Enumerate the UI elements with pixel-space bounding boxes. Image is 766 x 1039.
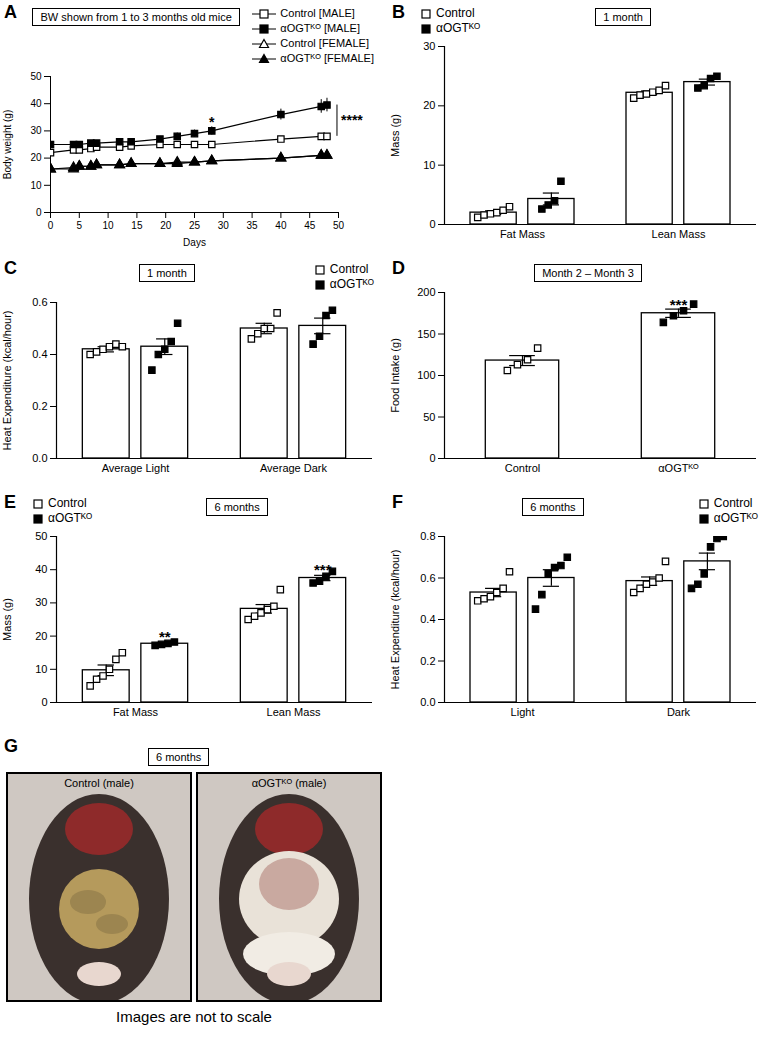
svg-text:0.0: 0.0 [420,696,435,708]
svg-text:0: 0 [429,218,435,230]
svg-text:Lean Mass: Lean Mass [652,228,706,240]
svg-text:35: 35 [247,220,259,231]
svg-text:***: *** [670,296,688,313]
svg-text:20: 20 [30,152,42,163]
html-text:6 months: 6 months [530,501,576,513]
svg-text:25: 25 [189,220,201,231]
svg-text:15: 15 [131,220,143,231]
html-text:αOGTᴷᴼ (male): αOGTᴷᴼ (male) [251,777,327,789]
svg-text:0: 0 [36,207,42,218]
svg-text:Control: Control [505,462,540,474]
svg-text:40: 40 [30,98,42,109]
svg-text:10: 10 [103,220,115,231]
svg-text:0: 0 [429,452,435,464]
svg-text:30: 30 [423,40,435,52]
svg-text:40: 40 [275,220,287,231]
svg-text:50: 50 [30,71,42,82]
svg-text:Heat Expenditure (kcal/hour): Heat Expenditure (kcal/hour) [1,310,13,450]
svg-text:Average Light: Average Light [102,462,170,474]
html-text:Control: Control [713,496,753,510]
svg-text:30: 30 [35,596,47,608]
html-text:G: G [4,736,18,756]
svg-text:Fat Mass: Fat Mass [500,228,546,240]
html-text:6 months: 6 months [214,501,260,513]
svg-text:*: * [209,114,215,130]
svg-text:30: 30 [30,125,42,136]
svg-text:40: 40 [35,563,47,575]
html-text:BW shown from 1 to 3 months ol: BW shown from 1 to 3 months old mice [40,11,232,23]
html-text:αOGTᴷᴼ [MALE]: αOGTᴷᴼ [MALE] [280,22,360,34]
svg-text:10: 10 [423,159,435,171]
svg-text:10: 10 [30,180,42,191]
html-text:Control: Control [48,496,87,510]
html-text:Control: Control [329,262,369,276]
svg-text:Body weight (g): Body weight (g) [2,110,13,179]
svg-text:Days: Days [183,237,206,248]
svg-text:Mass (g): Mass (g) [389,114,401,157]
html-text:Control (male): Control (male) [64,777,134,789]
svg-text:5: 5 [77,220,83,231]
svg-text:30: 30 [218,220,230,231]
html-text:αOGTᴷᴼ: αOGTᴷᴼ [713,511,758,525]
html-text:Images are not to scale: Images are not to scale [116,1008,272,1025]
svg-text:50: 50 [333,220,345,231]
svg-text:0: 0 [48,220,54,231]
svg-text:****: **** [341,112,363,128]
svg-text:50: 50 [423,411,435,423]
svg-text:100: 100 [417,369,435,381]
svg-text:200: 200 [417,286,435,298]
svg-text:0.4: 0.4 [32,348,47,360]
html-text:1 month: 1 month [603,11,643,23]
html-text:Control [FEMALE]: Control [FEMALE] [280,37,369,49]
svg-text:Fat Mass: Fat Mass [113,706,159,718]
html-text:αOGTᴷᴼ: αOGTᴷᴼ [329,277,374,291]
svg-text:***: *** [314,561,332,578]
svg-text:10: 10 [35,663,47,675]
html-text:B: B [392,2,405,22]
html-text:αOGTᴷᴼ: αOGTᴷᴼ [436,21,481,35]
svg-text:Mass (g): Mass (g) [1,598,13,641]
svg-text:Dark: Dark [667,706,691,718]
html-text:1 month: 1 month [147,267,187,279]
html-text:D: D [392,258,405,278]
html-text:Control [MALE]: Control [MALE] [280,7,355,19]
html-text:Month 2 – Month 3: Month 2 – Month 3 [542,267,634,279]
html-text:E: E [4,492,16,512]
svg-text:0.4: 0.4 [420,613,435,625]
svg-text:0.6: 0.6 [32,296,47,308]
html-text:A: A [4,2,17,22]
svg-text:Food Intake (g): Food Intake (g) [389,338,401,413]
svg-text:45: 45 [304,220,316,231]
svg-text:Lean Mass: Lean Mass [267,706,321,718]
html-text:6 months: 6 months [156,751,202,763]
svg-text:**: ** [159,628,171,645]
svg-text:150: 150 [417,328,435,340]
html-text:C: C [4,258,17,278]
svg-text:0.0: 0.0 [32,452,47,464]
html-text:αOGTᴷᴼ [FEMALE]: αOGTᴷᴼ [FEMALE] [280,52,374,64]
svg-text:Light: Light [511,706,535,718]
svg-text:Average Dark: Average Dark [260,462,328,474]
svg-text:0.8: 0.8 [420,530,435,542]
svg-text:0.6: 0.6 [420,572,435,584]
svg-text:0.2: 0.2 [420,655,435,667]
svg-text:20: 20 [423,99,435,111]
html-text:F: F [392,492,403,512]
svg-text:50: 50 [35,530,47,542]
html-text:αOGTᴷᴼ: αOGTᴷᴼ [48,511,93,525]
svg-text:Heat Expenditure (kcal/hour): Heat Expenditure (kcal/hour) [389,549,401,689]
svg-text:20: 20 [35,630,47,642]
svg-text:0.2: 0.2 [32,400,47,412]
svg-text:0: 0 [41,696,47,708]
html-text:Control: Control [436,6,475,20]
svg-text:20: 20 [160,220,172,231]
svg-text:αOGTᴷᴼ: αOGTᴷᴼ [658,462,699,474]
